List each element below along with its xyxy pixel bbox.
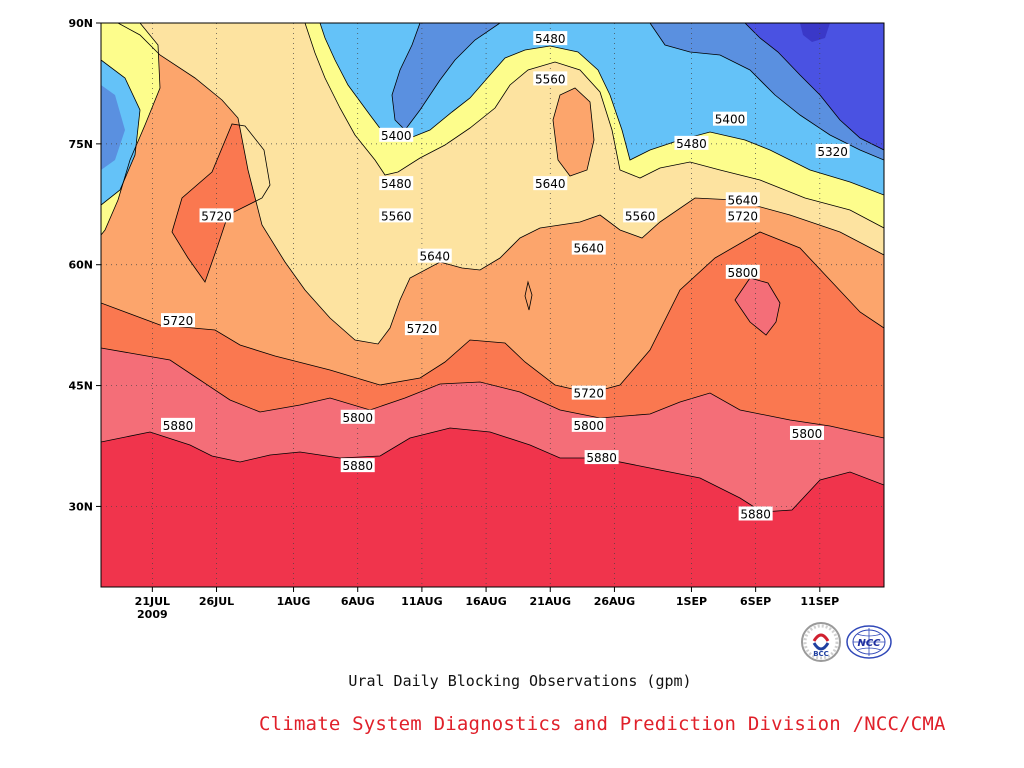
svg-text:5560: 5560 <box>535 72 566 86</box>
contour-label: 5720 <box>725 208 760 223</box>
svg-text:5560: 5560 <box>381 209 412 223</box>
x-tick-label: 6SEP <box>740 595 771 608</box>
contour-label: 5560 <box>623 208 658 223</box>
y-tick-label: 45N <box>68 380 93 393</box>
contour-label: 5640 <box>533 176 568 191</box>
svg-text:5720: 5720 <box>201 209 232 223</box>
x-tick-label: 26JUL <box>199 595 234 608</box>
band-5400-5480 <box>101 23 884 205</box>
contour-label: 5640 <box>417 248 452 264</box>
svg-text:5400: 5400 <box>381 129 412 143</box>
svg-text:5880: 5880 <box>586 451 617 465</box>
plot-frame <box>100 22 885 588</box>
x-axis: 21JUL 26JUL 1AUG 6AUG 11AUG 16AUG 21AUG 26AUG 1S… <box>135 587 839 621</box>
contour-label: 5880 <box>340 458 375 473</box>
contour-labels: 5480 5560 5400 5400 5320 5480 5640 5480 5560 5560… <box>161 31 850 521</box>
svg-text:5800: 5800 <box>792 427 823 441</box>
y-axis: 30N 45N 60N 75N 90N <box>68 17 101 513</box>
svg-text:5640: 5640 <box>573 242 604 256</box>
svg-text:5320: 5320 <box>817 145 848 159</box>
contour-label: 5720 <box>571 385 606 401</box>
svg-text:5400: 5400 <box>715 113 746 127</box>
contour-label: 5560 <box>379 208 414 223</box>
credit-text: Climate System Diagnostics and Predictio… <box>259 713 946 735</box>
x-tick-label: 11AUG <box>401 595 442 608</box>
contour-label: 5640 <box>725 192 760 207</box>
svg-text:5720: 5720 <box>163 314 194 328</box>
x-tick-label: 21JUL <box>135 595 170 608</box>
svg-text:5880: 5880 <box>740 507 771 521</box>
svg-text:5720: 5720 <box>573 387 604 401</box>
band-5640-island <box>553 88 594 176</box>
x-tick-label: 11SEP <box>800 595 839 608</box>
bcc-logo-text: BCC <box>813 650 829 658</box>
svg-text:5640: 5640 <box>535 177 566 191</box>
x-tick-label: 21AUG <box>530 595 571 608</box>
contour-label: 5560 <box>533 71 568 86</box>
contour-label: 5800 <box>789 425 824 441</box>
svg-text:5880: 5880 <box>163 419 194 433</box>
svg-text:5640: 5640 <box>728 193 759 207</box>
x-year-label: 2009 <box>137 608 168 621</box>
ncc-logo: NCC <box>846 625 892 659</box>
contour-label: 5880 <box>161 417 196 433</box>
contour-label: 5640 <box>571 240 606 256</box>
svg-text:5640: 5640 <box>419 250 450 264</box>
y-tick-label: 30N <box>68 500 93 513</box>
contour-label: 5480 <box>379 176 414 191</box>
svg-text:5480: 5480 <box>535 32 566 46</box>
contour-label: 5720 <box>161 313 196 328</box>
band-5800-pocket <box>735 278 780 335</box>
x-tick-label: 1SEP <box>676 595 707 608</box>
svg-text:5800: 5800 <box>728 266 759 280</box>
contour-field <box>101 23 884 587</box>
svg-text:5480: 5480 <box>676 137 707 151</box>
svg-text:5800: 5800 <box>342 411 373 425</box>
contour-label: 5880 <box>738 506 773 521</box>
chart-title: Ural Daily Blocking Observations (gpm) <box>348 672 692 690</box>
contour-label: 5800 <box>340 409 375 425</box>
contour-label: 5320 <box>815 143 850 159</box>
contour-label: 5480 <box>533 31 568 46</box>
contour-label: 5400 <box>379 127 414 143</box>
x-tick-label: 26AUG <box>594 595 635 608</box>
y-tick-label: 60N <box>68 259 93 272</box>
contour-label: 5400 <box>712 111 747 127</box>
band-5720-5800-tongue <box>172 124 270 282</box>
band-below-5320-core <box>800 23 830 42</box>
svg-text:5560: 5560 <box>625 209 656 223</box>
contour-label: 5720 <box>404 321 439 336</box>
bcc-logo: BCC <box>801 622 841 662</box>
y-tick-label: 75N <box>68 138 93 151</box>
svg-text:5720: 5720 <box>407 322 438 336</box>
x-tick-label: 6AUG <box>341 595 375 608</box>
svg-text:5800: 5800 <box>573 419 604 433</box>
contour-label: 5800 <box>725 264 760 280</box>
band-above-5880 <box>101 428 884 587</box>
svg-text:5720: 5720 <box>728 209 759 223</box>
grid <box>101 23 884 587</box>
svg-text:5880: 5880 <box>342 459 373 473</box>
x-tick-label: 1AUG <box>277 595 311 608</box>
small-feature <box>524 280 533 311</box>
y-tick-label: 90N <box>68 17 93 30</box>
x-tick-label: 16AUG <box>465 595 506 608</box>
band-below-5320 <box>745 23 884 150</box>
contour-label: 5480 <box>674 135 709 151</box>
contour-label: 5720 <box>199 208 234 223</box>
ncc-logo-text: NCC <box>857 638 881 649</box>
svg-text:5480: 5480 <box>381 177 412 191</box>
contour-label: 5880 <box>584 450 619 465</box>
contour-label: 5800 <box>571 417 606 433</box>
